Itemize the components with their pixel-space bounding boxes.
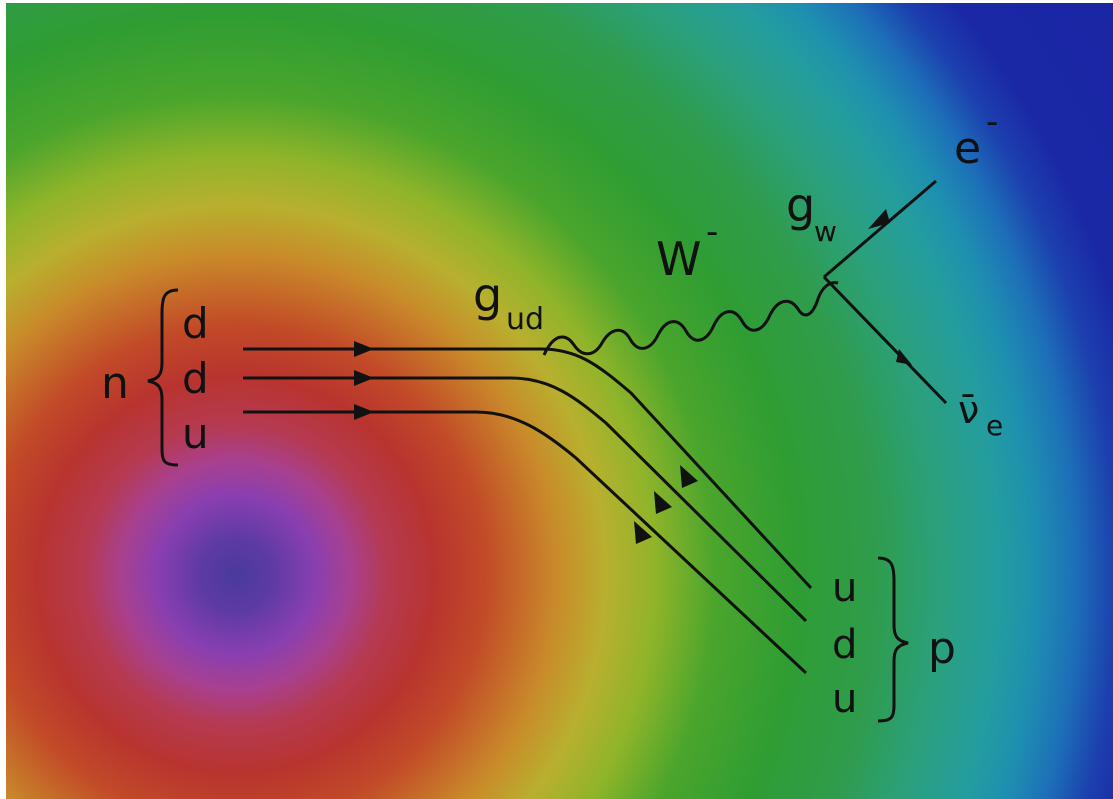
quark-arrows bbox=[354, 341, 698, 544]
arrow-icon bbox=[354, 370, 374, 386]
antineutrino-subscript: e bbox=[986, 409, 1003, 442]
quark-lines bbox=[243, 347, 813, 675]
proton-quark-1: u bbox=[832, 565, 857, 611]
proton-quark-2: d bbox=[832, 622, 857, 668]
neutron-quark-3: u bbox=[182, 409, 209, 458]
coupling-gud-subscript: ud bbox=[506, 302, 544, 337]
arrow-icon bbox=[354, 341, 374, 357]
w-boson-propagator bbox=[542, 281, 839, 356]
coupling-gud-base: g bbox=[473, 268, 502, 322]
quark-line-d2-to-d bbox=[243, 376, 808, 623]
coupling-gw-subscript: w bbox=[814, 215, 837, 248]
quark-line-d1-to-u bbox=[243, 347, 813, 590]
arrow-icon bbox=[868, 209, 890, 229]
arrow-icon bbox=[654, 491, 672, 514]
coupling-gw-base: g bbox=[786, 178, 815, 232]
proton-label: p bbox=[928, 623, 956, 674]
w-boson-charge: - bbox=[706, 212, 718, 252]
proton-quark-3: u bbox=[832, 676, 857, 722]
arrow-icon bbox=[634, 521, 652, 544]
lepton-arrows bbox=[868, 209, 912, 365]
antineutrino-line bbox=[822, 275, 948, 405]
neutron-brace bbox=[147, 288, 179, 467]
arrow-icon bbox=[896, 349, 912, 365]
electron-charge: - bbox=[986, 102, 998, 142]
proton-brace bbox=[877, 556, 909, 723]
arrow-icon bbox=[354, 404, 374, 420]
neutron-quark-2: d bbox=[182, 354, 209, 403]
antineutrino-label: ν̄ bbox=[958, 388, 979, 432]
electron-line bbox=[823, 179, 937, 279]
electron-label: e bbox=[954, 123, 981, 174]
feynman-diagram: n d d u u d u p g ud W - g w e - ν̄ e bbox=[101, 102, 1003, 723]
lepton-lines bbox=[822, 179, 948, 405]
arrow-icon bbox=[680, 465, 698, 488]
quark-line-u-to-u bbox=[243, 410, 808, 675]
neutron-quark-1: d bbox=[182, 299, 209, 348]
w-boson-label: W bbox=[656, 232, 701, 286]
feynman-diagram-background: n d d u u d u p g ud W - g w e - ν̄ e bbox=[6, 3, 1113, 799]
neutron-label: n bbox=[101, 358, 129, 409]
